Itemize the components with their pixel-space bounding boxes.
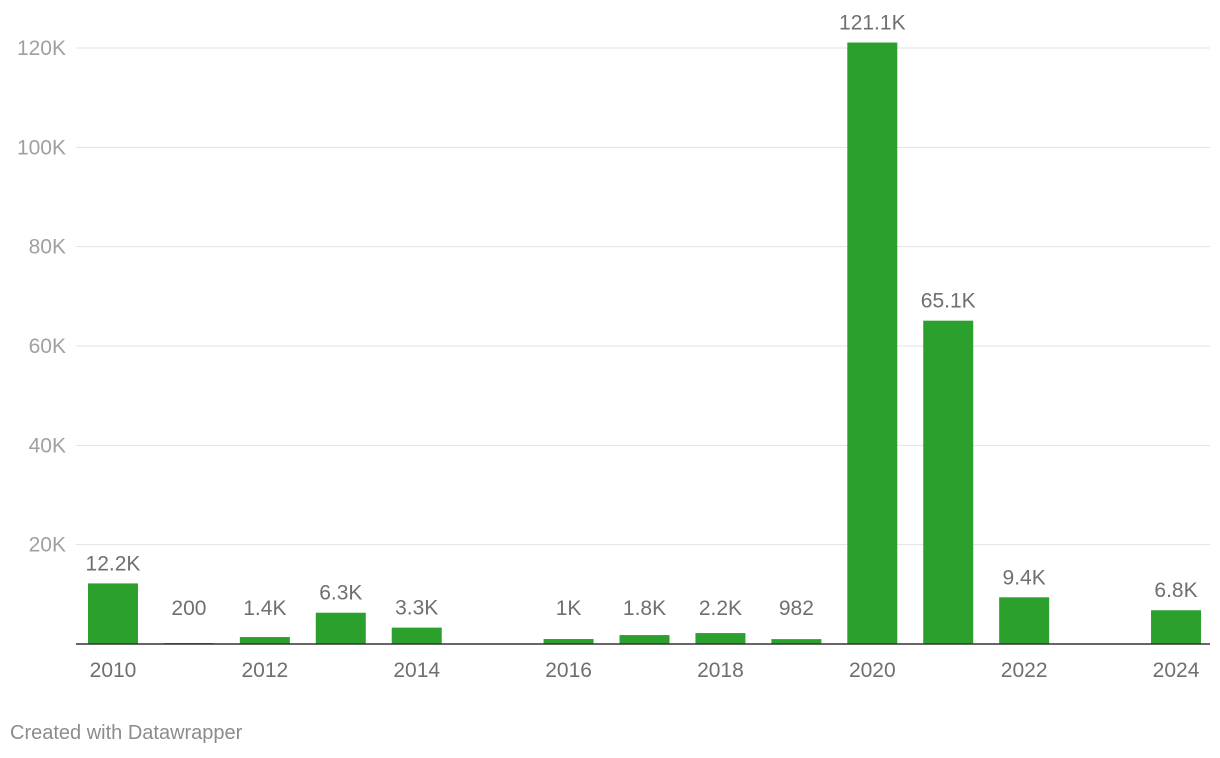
data-label: 65.1K bbox=[921, 290, 976, 313]
bar bbox=[695, 633, 746, 644]
data-labels: 12.2K 200 1.4K 6.3K 3.3K 1K 1.8K 2.2K 982 121.1K 6… bbox=[86, 12, 1198, 620]
y-axis-tick-labels: 20K 40K 60K 80K 100K 120K bbox=[17, 37, 66, 557]
x-tick-label: 2010 bbox=[90, 659, 137, 682]
bar bbox=[88, 583, 138, 644]
data-label: 6.3K bbox=[319, 582, 362, 605]
y-tick-label: 40K bbox=[29, 434, 66, 457]
y-tick-label: 100K bbox=[17, 136, 66, 159]
y-tick-label: 120K bbox=[17, 37, 66, 60]
data-label: 3.3K bbox=[395, 597, 438, 620]
x-tick-label: 2022 bbox=[1001, 659, 1048, 682]
data-label: 200 bbox=[171, 597, 206, 620]
bar bbox=[999, 597, 1050, 644]
data-label: 12.2K bbox=[86, 552, 141, 575]
data-label: 1K bbox=[556, 597, 582, 620]
bar bbox=[847, 42, 898, 644]
bar bbox=[391, 627, 442, 644]
bars bbox=[88, 42, 1202, 644]
bar bbox=[923, 320, 974, 644]
x-tick-label: 2014 bbox=[393, 659, 440, 682]
y-tick-label: 20K bbox=[29, 534, 66, 557]
x-tick-label: 2020 bbox=[849, 659, 896, 682]
x-tick-label: 2012 bbox=[242, 659, 289, 682]
x-axis-tick-labels: 2010 2012 2014 2016 2018 2020 2022 2024 bbox=[90, 659, 1200, 682]
data-label: 1.8K bbox=[623, 597, 666, 620]
bar bbox=[239, 637, 290, 644]
bar bbox=[543, 639, 594, 644]
bar bbox=[315, 612, 366, 644]
x-tick-label: 2024 bbox=[1153, 659, 1200, 682]
x-tick-label: 2018 bbox=[697, 659, 744, 682]
x-tick-label: 2016 bbox=[545, 659, 592, 682]
bar bbox=[771, 639, 822, 644]
data-label: 982 bbox=[779, 597, 814, 620]
credit-text: Created with Datawrapper bbox=[10, 722, 243, 744]
bar bbox=[1151, 610, 1202, 644]
data-label: 6.8K bbox=[1154, 579, 1197, 602]
bar bbox=[619, 635, 670, 644]
data-label: 2.2K bbox=[699, 597, 742, 620]
data-label: 9.4K bbox=[1003, 566, 1046, 589]
y-gridlines bbox=[76, 47, 1210, 546]
data-label: 1.4K bbox=[243, 597, 286, 620]
y-tick-label: 80K bbox=[29, 236, 66, 259]
y-tick-label: 60K bbox=[29, 335, 66, 358]
data-label: 121.1K bbox=[839, 12, 906, 35]
